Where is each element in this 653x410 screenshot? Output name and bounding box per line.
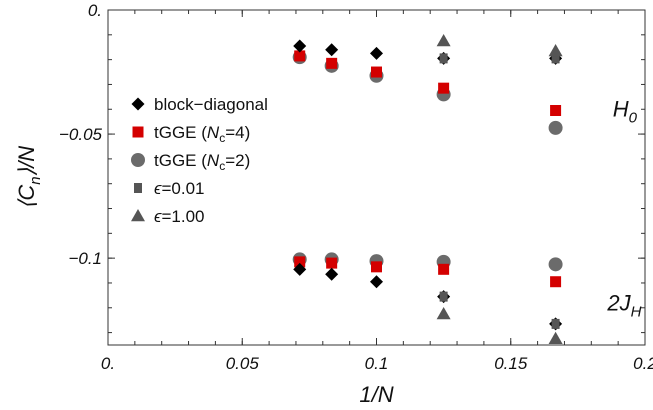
data-point-square [550, 276, 562, 288]
data-point-square [438, 82, 450, 94]
annotations: H0 2JH [606, 97, 641, 321]
data-point-triangle [436, 306, 451, 320]
legend-entry: ϵ=0.01 [154, 179, 205, 198]
legend-entry: tGGE (Nc=4) [154, 123, 250, 145]
y-axis-label-text: ⟨Cn⟩/N [14, 146, 44, 210]
y-tick-label: −0.1 [68, 249, 102, 268]
data-point-circle [548, 257, 563, 272]
legend-marker [131, 209, 145, 222]
x-tick-label: 0.2 [633, 354, 653, 373]
data-points [292, 34, 563, 345]
legend-marker [132, 126, 144, 138]
data-point-square [438, 263, 450, 275]
data-point-square [371, 66, 382, 78]
data-point-square [326, 57, 338, 69]
plot-border [107, 9, 646, 346]
x-tick-label: 0.15 [494, 354, 528, 373]
data-point-triangle [548, 331, 563, 345]
data-point-diamond [293, 262, 307, 276]
data-point-square [326, 257, 338, 269]
y-axis-label: ⟨Cn⟩/N [14, 146, 44, 210]
data-point-square-small [439, 53, 448, 64]
y-tick-label: −0.05 [59, 125, 103, 144]
data-point-triangle [548, 43, 563, 57]
x-axis-label: 1/N [359, 382, 393, 407]
x-tick-label: 0.1 [365, 354, 389, 373]
data-point-square-small [551, 53, 560, 64]
data-point-square [294, 50, 306, 62]
data-point-diamond [370, 275, 383, 289]
plot-frame [107, 9, 646, 346]
annotation-label: H0 [613, 97, 638, 127]
data-point-diamond [325, 267, 339, 281]
data-point-diamond [293, 39, 307, 53]
data-point-square [294, 256, 306, 268]
data-point-square [550, 105, 562, 116]
annotation-label: 2JH [606, 290, 641, 320]
data-point-diamond [370, 46, 383, 60]
x-tick-label: 0. [101, 354, 115, 373]
data-point-triangle [436, 34, 451, 47]
legend-marker [131, 97, 145, 111]
data-point-square-small [551, 318, 560, 329]
legend-entry: block−diagonal [154, 95, 268, 114]
data-point-circle [548, 120, 563, 135]
legend-marker [131, 153, 145, 167]
data-point-diamond [325, 43, 339, 57]
x-tick-label: 0.05 [226, 354, 260, 373]
data-point-square-small [439, 291, 448, 302]
legend-entry: ϵ=1.00 [154, 207, 205, 226]
legend: block−diagonal tGGE (Nc=4) tGGE (Nc=2) ϵ=0.… [131, 95, 268, 226]
data-point-square [371, 261, 382, 273]
axis-ticks: 0. 0.05 0.1 0.15 0.2 0. −0.05 −0.1 [59, 1, 653, 373]
legend-entry: tGGE (Nc=2) [154, 151, 250, 173]
y-tick-label: 0. [88, 1, 102, 20]
legend-marker [134, 183, 142, 193]
